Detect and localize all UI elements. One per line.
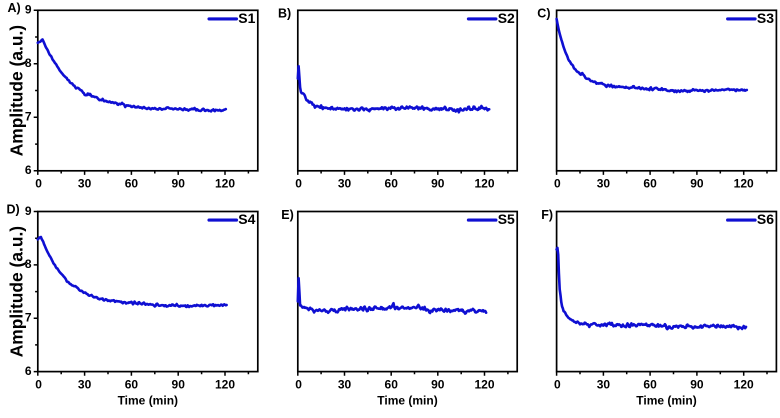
svg-text:F): F) xyxy=(541,208,553,222)
svg-text:A): A) xyxy=(8,1,21,15)
svg-text:S6: S6 xyxy=(757,211,774,227)
svg-text:B): B) xyxy=(278,7,291,21)
svg-text:6: 6 xyxy=(25,364,32,378)
svg-text:0: 0 xyxy=(295,378,302,392)
svg-text:9: 9 xyxy=(25,204,32,218)
svg-text:S1: S1 xyxy=(238,10,255,26)
svg-text:60: 60 xyxy=(643,378,657,392)
svg-text:S4: S4 xyxy=(238,211,255,227)
svg-text:120: 120 xyxy=(215,378,235,392)
svg-text:0: 0 xyxy=(554,177,561,191)
svg-text:90: 90 xyxy=(431,378,445,392)
svg-text:0: 0 xyxy=(554,378,561,392)
svg-text:60: 60 xyxy=(643,177,657,191)
svg-text:90: 90 xyxy=(172,177,186,191)
svg-text:60: 60 xyxy=(385,378,399,392)
svg-text:7: 7 xyxy=(25,311,32,325)
svg-text:Amplitude (a.u.): Amplitude (a.u.) xyxy=(6,226,26,357)
svg-text:S5: S5 xyxy=(498,211,515,227)
svg-text:90: 90 xyxy=(690,378,704,392)
svg-text:7: 7 xyxy=(25,110,32,124)
svg-text:9: 9 xyxy=(25,3,32,17)
svg-text:60: 60 xyxy=(125,177,139,191)
svg-text:90: 90 xyxy=(690,177,704,191)
svg-text:6: 6 xyxy=(25,163,32,177)
svg-text:30: 30 xyxy=(78,378,92,392)
svg-text:Time (min): Time (min) xyxy=(377,393,437,407)
svg-text:120: 120 xyxy=(474,177,494,191)
svg-text:90: 90 xyxy=(431,177,445,191)
svg-text:Amplitude (a.u.): Amplitude (a.u.) xyxy=(6,25,26,156)
svg-text:D): D) xyxy=(7,202,20,216)
svg-text:30: 30 xyxy=(338,177,352,191)
svg-text:Time (min): Time (min) xyxy=(636,393,696,407)
svg-text:120: 120 xyxy=(474,378,494,392)
svg-text:0: 0 xyxy=(35,378,42,392)
svg-text:120: 120 xyxy=(734,177,754,191)
svg-text:90: 90 xyxy=(172,378,186,392)
svg-text:30: 30 xyxy=(597,177,611,191)
svg-text:0: 0 xyxy=(295,177,302,191)
svg-text:30: 30 xyxy=(597,378,611,392)
svg-text:60: 60 xyxy=(385,177,399,191)
svg-text:0: 0 xyxy=(35,177,42,191)
svg-text:8: 8 xyxy=(25,257,32,271)
svg-text:30: 30 xyxy=(338,378,352,392)
svg-text:60: 60 xyxy=(125,378,139,392)
svg-text:E): E) xyxy=(281,208,294,222)
svg-text:120: 120 xyxy=(215,177,235,191)
svg-text:S3: S3 xyxy=(757,10,774,26)
svg-text:C): C) xyxy=(537,7,550,21)
svg-text:8: 8 xyxy=(25,56,32,70)
svg-text:Time (min): Time (min) xyxy=(118,393,178,407)
svg-text:120: 120 xyxy=(734,378,754,392)
svg-text:S2: S2 xyxy=(498,10,515,26)
svg-text:30: 30 xyxy=(78,177,92,191)
